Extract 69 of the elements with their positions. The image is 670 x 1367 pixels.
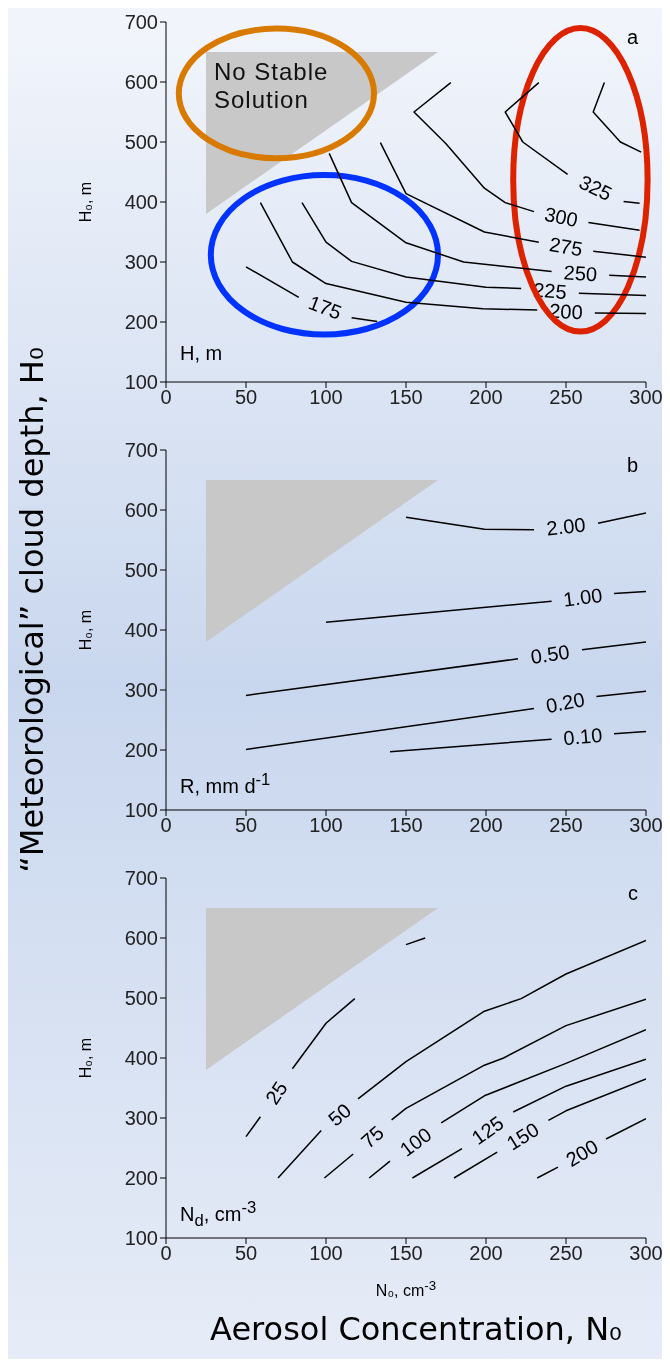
text: 0.20 [544, 688, 587, 718]
x-tick-label: 200 [469, 386, 503, 409]
x-tick-label: 100 [309, 814, 343, 837]
annotation: No Stable Solution [214, 58, 330, 114]
text: 1.00 [562, 583, 604, 611]
x-tick-label: 150 [389, 386, 423, 409]
x-tick-label: 300 [629, 1242, 663, 1265]
y-tick-label: 700 [124, 11, 158, 34]
x-tick-label: 250 [549, 386, 583, 409]
y-tick-label: 500 [124, 987, 158, 1010]
series-label: 250 [563, 261, 598, 286]
x-tick-label: 250 [549, 814, 583, 837]
text: 200 [562, 1135, 602, 1172]
y-tick-label: 400 [124, 191, 158, 214]
x-tick-label: 50 [234, 386, 258, 409]
x-tick-label: 300 [629, 814, 663, 837]
x-tick-label: 50 [234, 814, 258, 837]
x-tick-label: 0 [160, 1242, 172, 1265]
y-tick-label: 600 [124, 499, 158, 522]
x-tick-label: 100 [309, 1242, 343, 1265]
y-tick-label: 200 [124, 1167, 158, 1190]
x-tick-label: 50 [234, 1242, 258, 1265]
x-tick-label: 200 [469, 1242, 503, 1265]
x-axis-title: N₀, cm$^{-3}$ [375, 1278, 437, 1301]
y-axis-title: H₀, m [77, 609, 95, 651]
y-tick-label: 400 [124, 619, 158, 642]
text: 2.00 [545, 513, 587, 540]
y-tick-label: 700 [124, 439, 158, 462]
text: “Meteorological” cloud depth, H₀ [13, 347, 51, 873]
text: 50 [323, 1099, 356, 1131]
annotation: H, m [180, 342, 223, 365]
y-tick-label: 300 [124, 1107, 158, 1130]
y-tick-label: 200 [124, 739, 158, 762]
series-label: 0.10 [562, 723, 604, 750]
y-tick-label: 400 [124, 1047, 158, 1070]
x-tick-label: 150 [389, 814, 423, 837]
y-tick-label: 100 [124, 1227, 158, 1250]
y-tick-label: 100 [124, 371, 158, 394]
annotation: R, mm d$^{-1}$ [180, 770, 271, 798]
y-tick-label: 300 [124, 679, 158, 702]
x-tick-label: 300 [629, 386, 663, 409]
x-tick-label: 250 [549, 1242, 583, 1265]
x-tick-label: 200 [469, 814, 503, 837]
y-tick-label: 700 [124, 867, 158, 890]
x-tick-label: 0 [160, 386, 172, 409]
y-tick-label: 200 [124, 311, 158, 334]
x-tick-label: 100 [309, 386, 343, 409]
y-tick-label: 600 [124, 927, 158, 950]
text: 275 [547, 233, 585, 261]
y-axis-title: H₀, m [77, 1037, 95, 1079]
annotation: b [626, 454, 638, 477]
text: Aerosol Concentration, N₀ [210, 1310, 622, 1348]
y-tick-label: 300 [124, 251, 158, 274]
text: 75 [356, 1121, 389, 1153]
line-series [592, 81, 642, 153]
y-tick-label: 500 [124, 131, 158, 154]
annotation: N$_{d}$, cm$^{-3}$ [180, 1198, 257, 1231]
y-tick-label: 100 [124, 799, 158, 822]
text: 175 [305, 291, 345, 324]
annotation: c [628, 882, 638, 905]
y-tick-label: 500 [124, 559, 158, 582]
y-tick-label: 600 [124, 71, 158, 94]
text: 100 [395, 1123, 436, 1161]
annotation: a [626, 26, 638, 49]
x-tick-label: 150 [389, 1242, 423, 1265]
y-axis-title: H₀, m [77, 181, 95, 223]
text: 25 [261, 1077, 292, 1109]
x-tick-label: 0 [160, 814, 172, 837]
text: 0.50 [529, 640, 571, 668]
